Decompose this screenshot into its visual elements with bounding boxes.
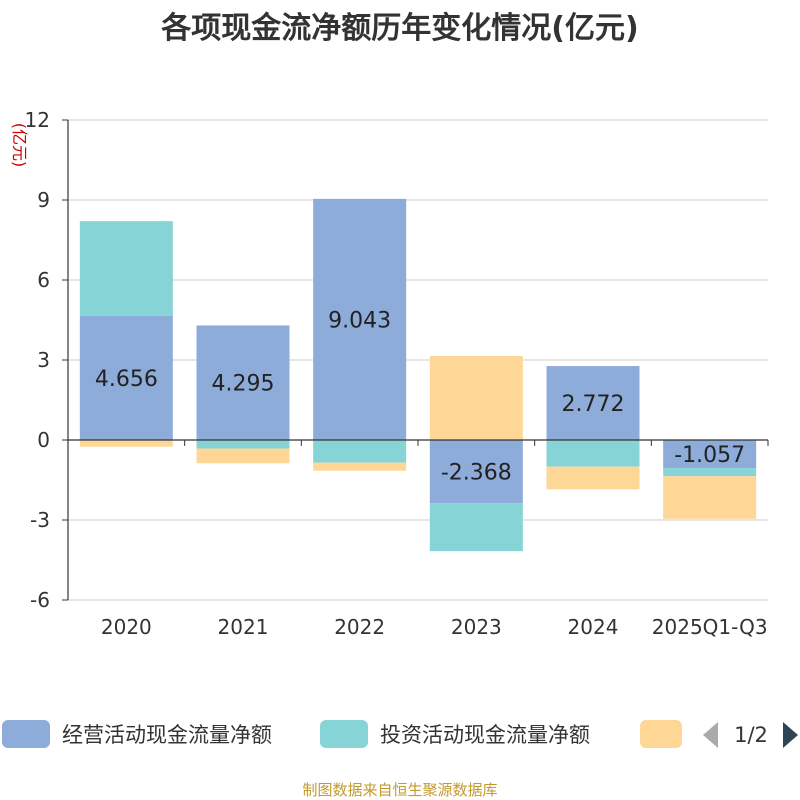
y-axis-unit-label: (亿元) xyxy=(10,123,29,168)
bar-investing-2020 xyxy=(79,221,173,316)
bar-investing-2023 xyxy=(429,503,523,552)
x-tick-label: 2024 xyxy=(568,615,619,639)
x-tick-label: 2023 xyxy=(451,615,502,639)
legend-label-investing: 投资活动现金流量净额 xyxy=(380,723,590,747)
bar-operating-2024 xyxy=(546,366,640,440)
bar-operating-2023 xyxy=(429,440,523,504)
bar-investing-2021 xyxy=(196,440,290,449)
bar-financing-2022 xyxy=(313,462,407,471)
data-label-2025Q1-Q3: -1.057 xyxy=(674,443,745,468)
bar-financing-2023 xyxy=(429,356,523,440)
y-tick-label: 12 xyxy=(25,108,50,132)
y-tick-label: 9 xyxy=(37,188,50,212)
bar-financing-2020 xyxy=(79,440,173,447)
data-labels: 4.656 4.295 9.043 -2.368 2.772 -1.057 xyxy=(95,308,745,485)
bar-operating-2020 xyxy=(79,315,173,440)
x-tick-label: 2021 xyxy=(218,615,269,639)
y-tick-label: 0 xyxy=(37,428,50,452)
legend-prev-page-icon[interactable] xyxy=(703,722,718,748)
bars xyxy=(79,198,757,552)
bar-financing-2025Q1-Q3 xyxy=(663,476,757,519)
y-tick-label: -6 xyxy=(30,588,50,612)
bar-operating-2025Q1-Q3 xyxy=(663,440,757,469)
legend-swatch-investing xyxy=(320,720,368,748)
y-axis-ticks: 12 9 6 3 0 -3 -6 xyxy=(25,108,68,612)
y-tick-label: -3 xyxy=(30,508,50,532)
x-tick-label: 2022 xyxy=(334,615,385,639)
legend-swatch-operating xyxy=(2,720,50,748)
bar-financing-2021 xyxy=(196,448,290,464)
x-axis-ticks: 2020 2021 2022 2023 2024 2025Q1-Q3 xyxy=(101,440,768,639)
legend-next-page-icon[interactable] xyxy=(783,722,798,748)
data-label-2021: 4.295 xyxy=(212,372,275,397)
bar-financing-2024 xyxy=(546,466,640,490)
legend-page-indicator: 1/2 xyxy=(734,723,768,747)
data-label-2020: 4.656 xyxy=(95,367,158,392)
data-label-2024: 2.772 xyxy=(562,392,625,417)
chart-title: 各项现金流净额历年变化情况(亿元) xyxy=(160,11,638,46)
bar-investing-2022 xyxy=(313,440,407,463)
legend-swatch-financing xyxy=(640,720,682,748)
y-tick-label: 6 xyxy=(37,268,50,292)
data-label-2023: -2.368 xyxy=(441,461,512,486)
data-label-2022: 9.043 xyxy=(328,308,391,333)
bar-operating-2021 xyxy=(196,325,290,440)
legend-label-operating: 经营活动现金流量净额 xyxy=(62,723,272,747)
x-tick-label: 2025Q1-Q3 xyxy=(652,615,768,639)
source-note: 制图数据来自恒生聚源数据库 xyxy=(302,781,497,799)
bar-investing-2025Q1-Q3 xyxy=(663,468,757,477)
x-tick-label: 2020 xyxy=(101,615,152,639)
bar-investing-2024 xyxy=(546,440,640,467)
gridlines xyxy=(68,119,768,601)
legend: 经营活动现金流量净额 投资活动现金流量净额 1/2 xyxy=(2,720,798,748)
bar-operating-2022 xyxy=(313,198,407,440)
y-tick-label: 3 xyxy=(37,348,50,372)
